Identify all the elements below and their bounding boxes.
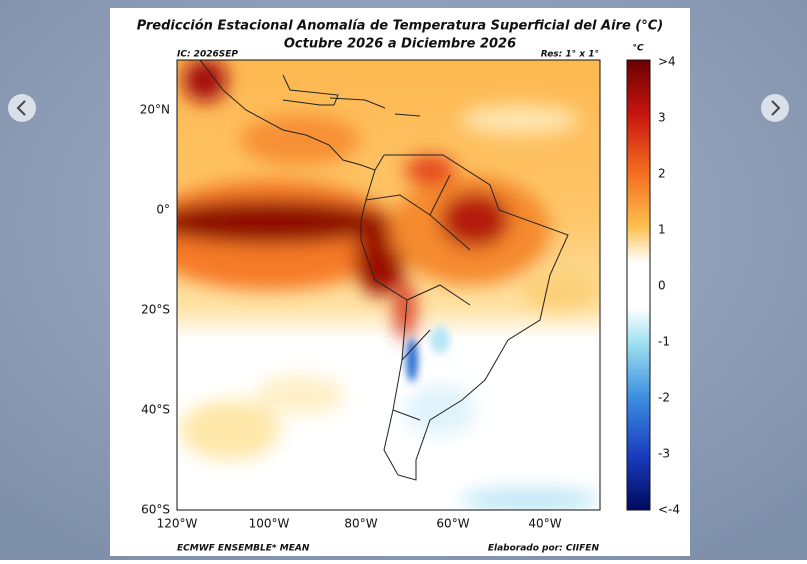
- colorbar-label: -3: [658, 447, 670, 461]
- lat-label: 20°N: [140, 103, 170, 117]
- lon-label: 60°W: [436, 517, 469, 531]
- lat-label: 60°S: [141, 503, 170, 517]
- lon-label: 80°W: [344, 517, 377, 531]
- resolution-label: Res: 1° x 1°: [541, 50, 599, 60]
- colorbar-unit: °C: [632, 44, 644, 54]
- model-label: ECMWF ENSEMBLE* MEAN: [177, 544, 310, 554]
- anomaly-field: [177, 60, 600, 510]
- colorbar: [626, 59, 651, 511]
- lon-label: 100°W: [249, 517, 290, 531]
- colorbar-label: >4: [658, 55, 676, 69]
- title: Predicción Estacional Anomalía de Temper…: [137, 19, 663, 34]
- credit-label: Elaborado por: CIIFEN: [488, 544, 600, 554]
- lat-labels: 20°N 0° 20°S 40°S 60°S: [140, 103, 170, 517]
- ic-label: IC: 2026SEP: [177, 50, 238, 60]
- colorbar-label: 0: [658, 279, 666, 293]
- lon-label: 40°W: [528, 517, 561, 531]
- lon-labels: 120°W 100°W 80°W 60°W 40°W: [157, 517, 562, 531]
- nav-prev[interactable]: [8, 94, 36, 122]
- colorbar-labels: >4 3 2 1 0 -1 -2 -3 <-4: [658, 55, 680, 517]
- map-frame: [176, 59, 601, 511]
- colorbar-label: -1: [658, 335, 670, 349]
- lat-label: 0°: [156, 203, 170, 217]
- subtitle: Octubre 2026 a Diciembre 2026: [284, 37, 516, 52]
- colorbar-label: <-4: [658, 503, 680, 517]
- lon-label: 120°W: [157, 517, 198, 531]
- colorbar-label: 2: [658, 167, 666, 181]
- colorbar-label: 3: [658, 111, 666, 125]
- lat-label: 20°S: [141, 303, 170, 317]
- colorbar-label: -2: [658, 391, 670, 405]
- nav-next[interactable]: [761, 94, 789, 122]
- lat-label: 40°S: [141, 403, 170, 417]
- colorbar-label: 1: [658, 223, 666, 237]
